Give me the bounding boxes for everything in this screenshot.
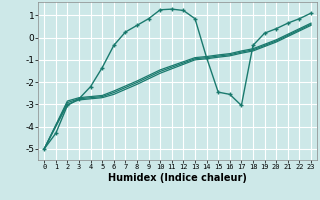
X-axis label: Humidex (Indice chaleur): Humidex (Indice chaleur) xyxy=(108,173,247,183)
